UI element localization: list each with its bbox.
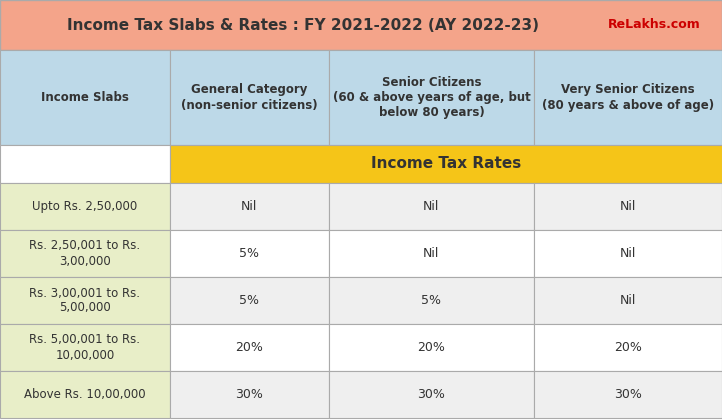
- Text: Rs. 3,00,001 to Rs.
5,00,000: Rs. 3,00,001 to Rs. 5,00,000: [30, 286, 140, 315]
- Text: Senior Citizens
(60 & above years of age, but
below 80 years): Senior Citizens (60 & above years of age…: [333, 76, 530, 119]
- Bar: [170, 145, 722, 183]
- Text: Income Tax Rates: Income Tax Rates: [370, 157, 521, 171]
- Bar: [170, 230, 329, 277]
- Bar: [0, 277, 170, 324]
- Text: 5%: 5%: [239, 294, 259, 307]
- Bar: [0, 324, 170, 371]
- Bar: [170, 183, 329, 230]
- Text: Upto Rs. 2,50,000: Upto Rs. 2,50,000: [32, 200, 137, 213]
- Text: Nil: Nil: [620, 247, 636, 260]
- Bar: [329, 324, 534, 371]
- Text: Income Slabs: Income Slabs: [41, 91, 129, 104]
- Text: 20%: 20%: [614, 341, 642, 354]
- Bar: [329, 371, 534, 418]
- Bar: [329, 50, 534, 145]
- Bar: [0, 371, 170, 418]
- Bar: [0, 183, 170, 230]
- Text: Nil: Nil: [620, 200, 636, 213]
- Text: 30%: 30%: [235, 388, 263, 401]
- Bar: [0, 0, 722, 50]
- Text: Very Senior Citizens
(80 years & above of age): Very Senior Citizens (80 years & above o…: [542, 84, 714, 111]
- Text: Nil: Nil: [241, 200, 257, 213]
- Bar: [329, 183, 534, 230]
- Text: General Category
(non-senior citizens): General Category (non-senior citizens): [180, 84, 318, 111]
- Text: Rs. 5,00,001 to Rs.
10,00,000: Rs. 5,00,001 to Rs. 10,00,000: [30, 333, 140, 362]
- Bar: [170, 371, 329, 418]
- Text: 20%: 20%: [417, 341, 445, 354]
- Text: 5%: 5%: [239, 247, 259, 260]
- Text: Nil: Nil: [423, 247, 440, 260]
- Bar: [329, 230, 534, 277]
- Bar: [329, 277, 534, 324]
- Text: Nil: Nil: [423, 200, 440, 213]
- Bar: [534, 371, 722, 418]
- Bar: [534, 183, 722, 230]
- Bar: [0, 230, 170, 277]
- Text: Rs. 2,50,001 to Rs.
3,00,000: Rs. 2,50,001 to Rs. 3,00,000: [30, 239, 140, 268]
- Text: 30%: 30%: [614, 388, 642, 401]
- Text: 30%: 30%: [417, 388, 445, 401]
- Text: 5%: 5%: [422, 294, 441, 307]
- Text: Nil: Nil: [620, 294, 636, 307]
- Bar: [170, 50, 329, 145]
- Text: 20%: 20%: [235, 341, 263, 354]
- Bar: [170, 324, 329, 371]
- Bar: [170, 277, 329, 324]
- Bar: [0, 50, 170, 145]
- Bar: [534, 277, 722, 324]
- Text: ReLakhs.com: ReLakhs.com: [608, 18, 700, 32]
- Bar: [534, 50, 722, 145]
- Text: Above Rs. 10,00,000: Above Rs. 10,00,000: [24, 388, 146, 401]
- Bar: [534, 324, 722, 371]
- Text: Income Tax Slabs & Rates : FY 2021-2022 (AY 2022-23): Income Tax Slabs & Rates : FY 2021-2022 …: [67, 18, 539, 32]
- Bar: [0, 145, 170, 183]
- Bar: [534, 230, 722, 277]
